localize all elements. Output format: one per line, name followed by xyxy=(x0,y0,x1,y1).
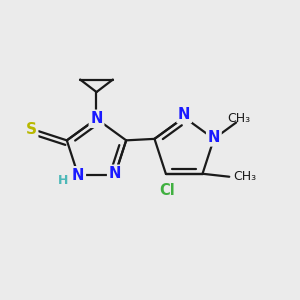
Text: CH₃: CH₃ xyxy=(228,112,251,124)
Text: S: S xyxy=(26,122,37,137)
Text: N: N xyxy=(90,111,103,126)
Text: N: N xyxy=(72,168,84,183)
Text: N: N xyxy=(208,130,220,145)
Text: CH₃: CH₃ xyxy=(233,170,256,183)
Text: N: N xyxy=(178,107,190,122)
Text: H: H xyxy=(58,174,68,187)
Text: Cl: Cl xyxy=(159,183,175,198)
Text: N: N xyxy=(109,166,121,181)
